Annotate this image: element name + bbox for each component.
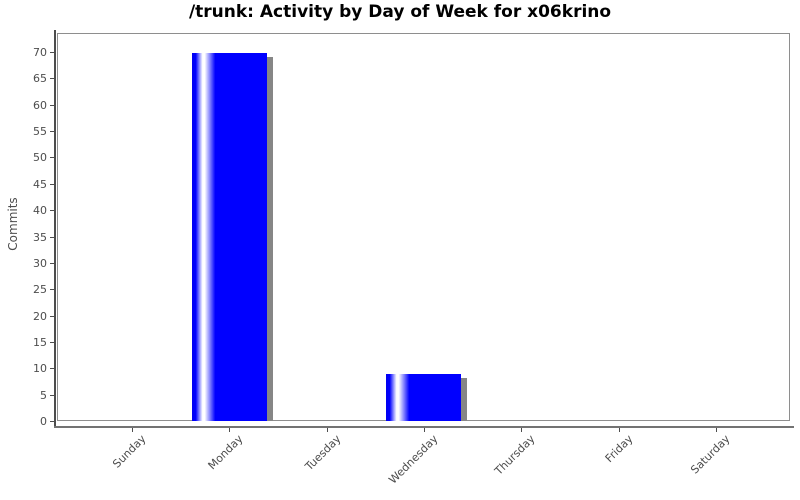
y-tick	[49, 315, 55, 317]
x-tick	[423, 427, 425, 432]
y-tick-label: 5	[40, 388, 47, 402]
y-tick-label: 0	[40, 415, 47, 428]
y-tick-label: 60	[33, 98, 47, 112]
x-tick-label: Wednesday	[386, 432, 441, 487]
y-tick	[49, 341, 55, 343]
bar-wednesday	[386, 374, 462, 421]
x-tick	[716, 427, 718, 432]
x-tick	[521, 427, 523, 432]
y-tick-label: 25	[33, 283, 47, 297]
y-tick	[49, 368, 55, 370]
y-tick	[49, 183, 55, 185]
x-tick	[326, 427, 328, 432]
y-tick-label: 35	[33, 230, 47, 244]
y-tick	[49, 394, 55, 396]
x-tick	[618, 427, 620, 432]
y-tick	[49, 236, 55, 238]
y-tick-label: 55	[33, 125, 47, 139]
y-tick-label: 65	[33, 72, 47, 86]
y-tick-label: 15	[33, 335, 47, 349]
y-tick-label: 40	[33, 204, 47, 218]
plot-area	[57, 33, 790, 421]
y-tick	[49, 289, 55, 291]
y-tick	[49, 262, 55, 264]
y-tick-label: 70	[33, 46, 47, 59]
y-tick-label: 50	[33, 151, 47, 165]
chart-title: /trunk: Activity by Day of Week for x06k…	[188, 2, 612, 22]
x-tick-label: Tuesday	[302, 432, 343, 474]
bar-monday	[191, 52, 267, 421]
y-tick	[49, 210, 55, 212]
y-tick	[49, 78, 55, 80]
y-tick	[49, 52, 55, 53]
y-tick-label: 10	[33, 362, 47, 376]
y-axis-title: Commits	[6, 197, 20, 251]
x-axis-line	[54, 425, 794, 428]
x-tick-label: Saturday	[688, 432, 733, 477]
x-tick-label: Monday	[205, 432, 246, 473]
y-tick	[49, 421, 55, 422]
x-tick	[229, 427, 231, 432]
x-tick-label: Friday	[602, 432, 636, 466]
y-tick-label: 30	[33, 256, 47, 270]
y-tick-label: 45	[33, 177, 47, 191]
x-tick-label: Sunday	[109, 432, 149, 471]
y-tick	[49, 131, 55, 133]
bar-shadow	[461, 378, 468, 421]
y-tick	[49, 157, 55, 159]
bar-shadow	[266, 56, 273, 421]
y-tick-label: 20	[33, 309, 47, 323]
x-tick	[131, 427, 133, 432]
y-axis-line	[54, 30, 56, 427]
y-tick	[49, 104, 55, 106]
x-tick-label: Thursday	[492, 432, 538, 478]
